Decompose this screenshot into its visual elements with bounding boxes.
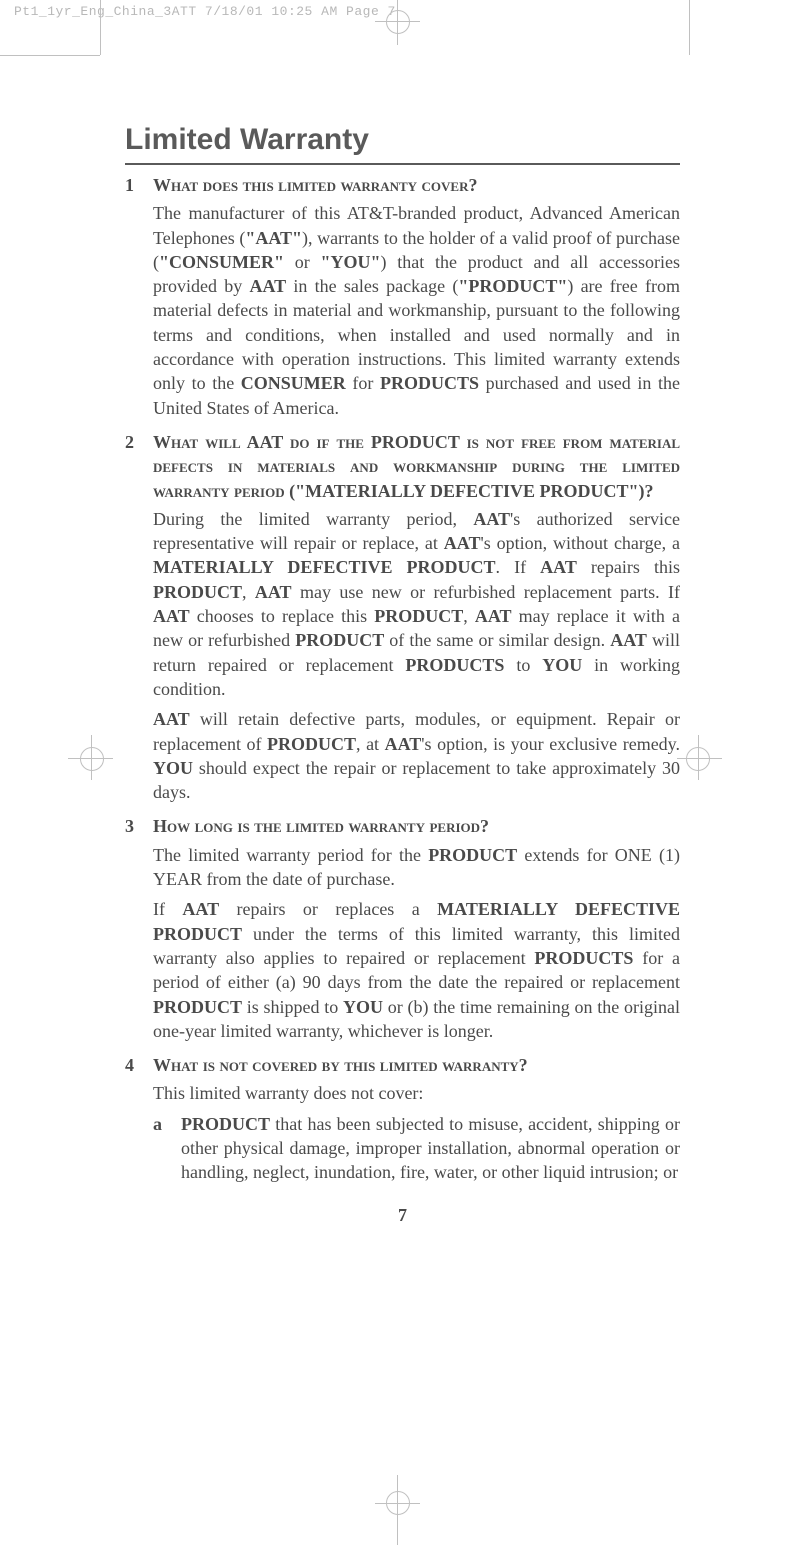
- body-paragraph: The manufacturer of this AT&T-branded pr…: [153, 201, 680, 420]
- section-content: What will AAT do if the PRODUCT is not f…: [153, 430, 680, 810]
- section-heading: What will AAT do if the PRODUCT is not f…: [153, 430, 680, 503]
- crop-mark: [397, 1475, 398, 1545]
- body-paragraph: AAT will retain defective parts, modules…: [153, 707, 680, 804]
- sub-item-letter: a: [153, 1112, 181, 1185]
- section-number: 3: [125, 814, 153, 1049]
- body-paragraph: This limited warranty does not cover:: [153, 1081, 680, 1105]
- page-title: Limited Warranty: [125, 123, 680, 165]
- crop-mark: [0, 55, 100, 56]
- section-3: 3 How long is the limited warranty perio…: [125, 814, 680, 1049]
- registration-mark: [80, 747, 104, 771]
- crop-mark: [375, 1503, 420, 1504]
- section-4: 4 What is not covered by this limited wa…: [125, 1053, 680, 1184]
- crop-mark: [677, 758, 722, 759]
- crop-mark: [689, 0, 690, 55]
- sub-item-text: PRODUCT that has been subjected to misus…: [181, 1112, 680, 1185]
- registration-mark: [386, 10, 410, 34]
- section-heading: What does this limited warranty cover?: [153, 173, 680, 197]
- section-content: What does this limited warranty cover? T…: [153, 173, 680, 426]
- section-1: 1 What does this limited warranty cover?…: [125, 173, 680, 426]
- crop-mark: [375, 21, 420, 22]
- section-2: 2 What will AAT do if the PRODUCT is not…: [125, 430, 680, 810]
- crop-mark: [397, 0, 398, 45]
- sub-item-a: a PRODUCT that has been subjected to mis…: [153, 1112, 680, 1185]
- section-number: 4: [125, 1053, 153, 1184]
- section-heading: How long is the limited warranty period?: [153, 814, 680, 838]
- crop-mark: [698, 735, 699, 780]
- body-paragraph: The limited warranty period for the PROD…: [153, 843, 680, 892]
- page-content: Limited Warranty 1 What does this limite…: [0, 23, 790, 1276]
- section-number: 1: [125, 173, 153, 426]
- section-content: How long is the limited warranty period?…: [153, 814, 680, 1049]
- crop-mark: [100, 0, 101, 55]
- page-number: 7: [125, 1205, 680, 1226]
- section-heading: What is not covered by this limited warr…: [153, 1053, 680, 1077]
- crop-mark: [91, 735, 92, 780]
- body-paragraph: If AAT repairs or replaces a MATERIALLY …: [153, 897, 680, 1043]
- body-paragraph: During the limited warranty period, AAT'…: [153, 507, 680, 701]
- section-content: What is not covered by this limited warr…: [153, 1053, 680, 1184]
- section-number: 2: [125, 430, 153, 810]
